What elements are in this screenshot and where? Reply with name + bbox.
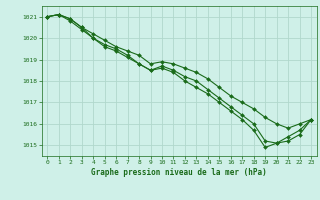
X-axis label: Graphe pression niveau de la mer (hPa): Graphe pression niveau de la mer (hPa) bbox=[91, 168, 267, 177]
